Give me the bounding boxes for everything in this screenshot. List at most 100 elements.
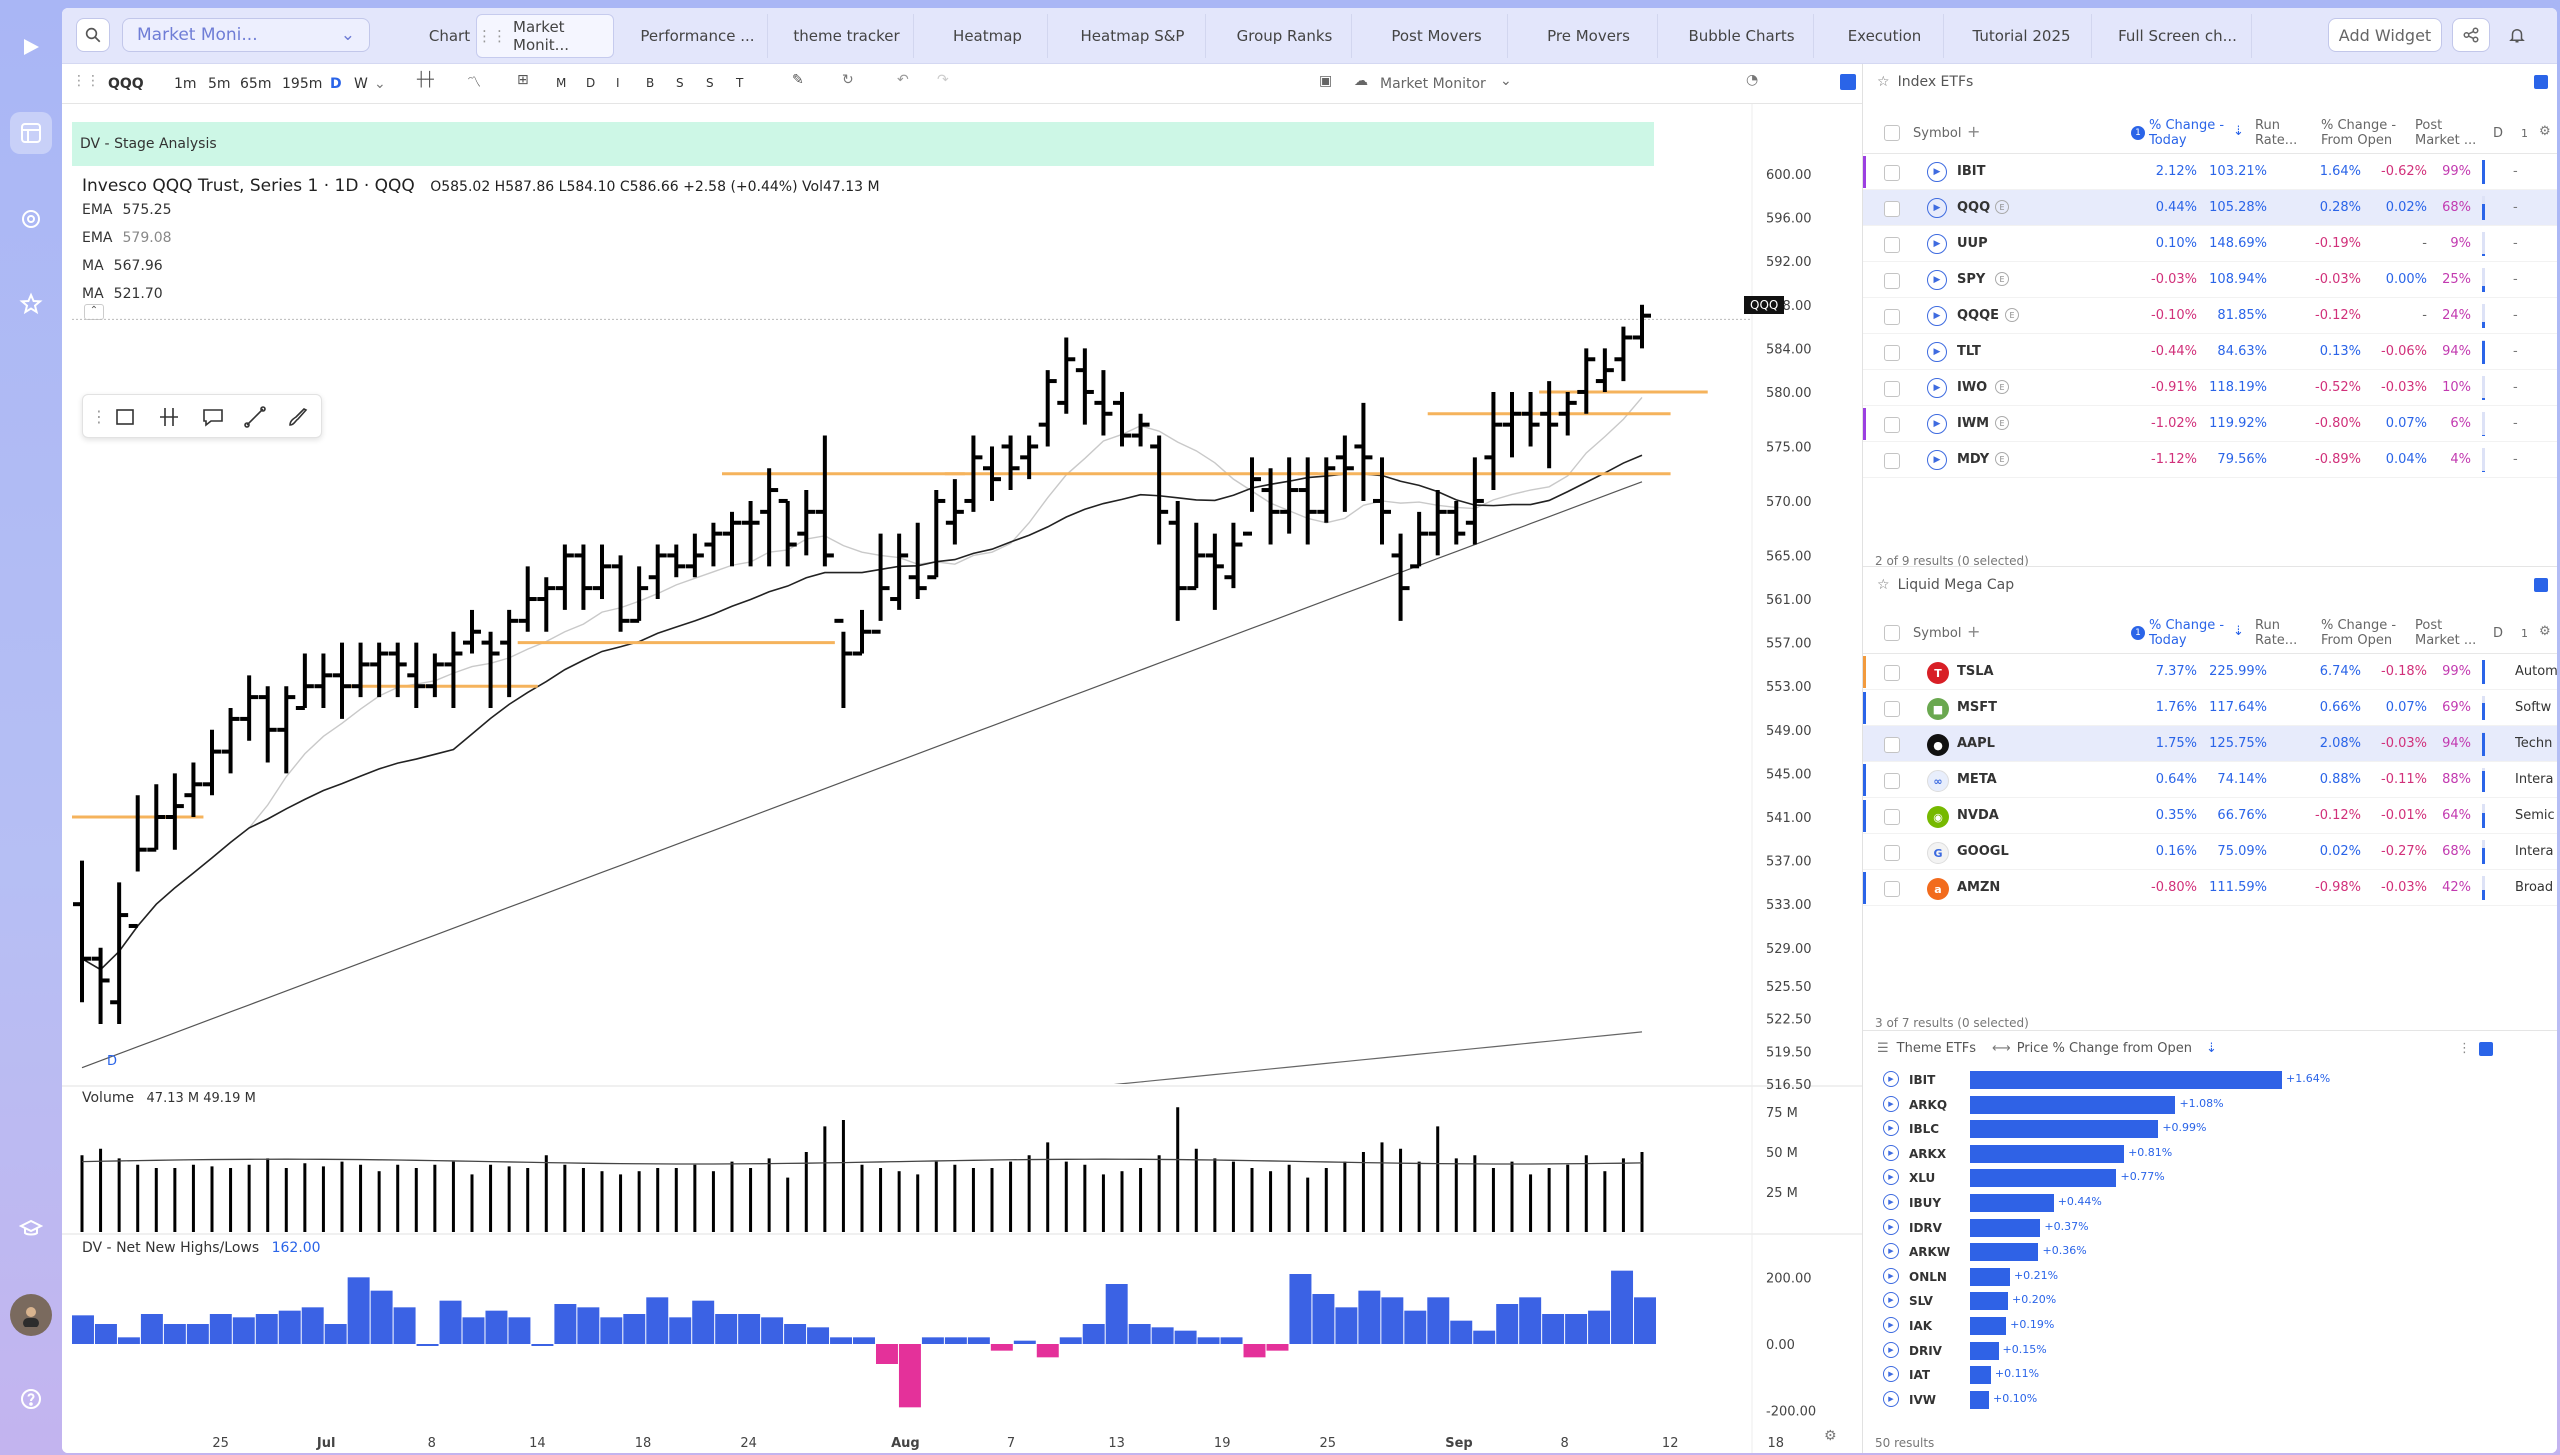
row-checkbox[interactable]: [1884, 701, 1900, 717]
table-row[interactable]: a AMZN -0.80% 111.59% -0.98% -0.03% 42% Broad: [1863, 870, 2557, 906]
layout-name[interactable]: Market Monitor: [1380, 76, 1486, 92]
play-icon[interactable]: ▶: [1927, 234, 1947, 254]
interval-W[interactable]: W: [354, 76, 368, 92]
change-today-column-header[interactable]: % Change - Today: [2149, 618, 2225, 648]
sort-desc-icon[interactable]: ⇣: [2233, 624, 2244, 639]
theme-metric[interactable]: Price % Change from Open: [2016, 1041, 2193, 1056]
table-row[interactable]: ▶ IWO E -0.91% 118.19% -0.52% -0.03% 10% -: [1863, 370, 2557, 406]
play-icon[interactable]: ▶: [1927, 162, 1947, 182]
table-row[interactable]: T TSLA 7.37% 225.99% 6.74% -0.18% 99% Autom: [1863, 654, 2557, 690]
alarm-icon[interactable]: ◔: [1746, 72, 1759, 88]
price-range-tool-icon[interactable]: [157, 405, 181, 429]
interval-65m[interactable]: 65m: [240, 76, 272, 92]
theme-etf-row[interactable]: ▶ IBUY +0.44%: [1863, 1191, 2543, 1215]
row-checkbox[interactable]: [1884, 881, 1900, 897]
tab-bubble-charts[interactable]: Bubble Charts: [1670, 14, 1814, 58]
redo-icon[interactable]: ↷: [937, 72, 949, 88]
star-icon[interactable]: ☆: [1877, 74, 1890, 90]
symbol-cell[interactable]: QQQ: [1957, 200, 1991, 215]
select-all-checkbox[interactable]: [1884, 625, 1900, 641]
change-from-open-column-header[interactable]: % Change - From Open: [2321, 618, 2397, 648]
drag-handle-icon[interactable]: ⋮⋮: [477, 27, 507, 45]
tab-heatmap-s-p[interactable]: Heatmap S&P: [1060, 14, 1206, 58]
tab-full-screen-ch[interactable]: Full Screen ch...: [2104, 14, 2252, 58]
add-widget-button[interactable]: Add Widget: [2328, 18, 2442, 52]
change-from-open-column-header[interactable]: % Change - From Open: [2321, 118, 2397, 148]
play-icon[interactable]: ▶: [1883, 1267, 1899, 1284]
theme-etf-row[interactable]: ▶ IBIT +1.64%: [1863, 1068, 2543, 1092]
target-icon[interactable]: [10, 198, 52, 240]
theme-etf-row[interactable]: ▶ DRIV +0.15%: [1863, 1339, 2543, 1363]
post-market-column-header[interactable]: Post Market ...: [2415, 118, 2477, 148]
undo-icon[interactable]: ↶: [897, 72, 909, 88]
symbol-cell[interactable]: QQQE: [1957, 308, 2000, 323]
pencil-icon[interactable]: ✎: [792, 72, 804, 88]
play-icon[interactable]: ▶: [1927, 378, 1947, 398]
row-checkbox[interactable]: [1884, 345, 1900, 361]
avatar[interactable]: [10, 1294, 52, 1336]
d-column-header[interactable]: D: [2493, 126, 2504, 141]
add-symbol-icon[interactable]: +: [1967, 622, 1981, 641]
drag-handle-icon[interactable]: ⋮: [91, 407, 107, 426]
play-icon[interactable]: ▶: [1927, 198, 1947, 218]
tab-execution[interactable]: Execution: [1826, 14, 1944, 58]
play-icon[interactable]: ▶: [1883, 1390, 1899, 1407]
panel-color-chip[interactable]: [2479, 1042, 2493, 1056]
theme-etf-row[interactable]: ▶ ARKX +0.81%: [1863, 1142, 2543, 1166]
change-today-column-header[interactable]: % Change - Today: [2149, 118, 2225, 148]
symbol-cell[interactable]: IBIT: [1957, 164, 1986, 179]
panel-color-chip[interactable]: [2534, 75, 2548, 89]
play-icon[interactable]: ▶: [1883, 1317, 1899, 1333]
run-rate-column-header[interactable]: Run Rate...: [2255, 118, 2298, 148]
table-row[interactable]: ∞ META 0.64% 74.14% 0.88% -0.11% 88% Intera: [1863, 762, 2557, 798]
table-row[interactable]: ▶ IWM E -1.02% 119.92% -0.80% 0.07% 6% -: [1863, 406, 2557, 442]
sort-icon[interactable]: ⇣: [2206, 1041, 2217, 1056]
table-settings-icon[interactable]: ⚙: [2539, 124, 2551, 139]
row-checkbox[interactable]: [1884, 273, 1900, 289]
dashboard-icon[interactable]: [10, 112, 52, 154]
symbol-cell[interactable]: IWO: [1957, 380, 1988, 395]
table-row[interactable]: G GOOGL 0.16% 75.09% 0.02% -0.27% 68% Intera: [1863, 834, 2557, 870]
symbol-cell[interactable]: GOOGL: [1957, 844, 2009, 859]
symbol-cell[interactable]: NVDA: [1957, 808, 1999, 823]
color-chip[interactable]: [1840, 74, 1856, 90]
symbol-column-header[interactable]: Symbol: [1913, 626, 1962, 641]
tab-market-monit[interactable]: ⋮⋮ Market Monit...: [476, 14, 614, 58]
play-icon[interactable]: ▶: [1883, 1292, 1899, 1309]
layout-select[interactable]: Market Moni... ⌄: [122, 18, 370, 52]
symbol-field[interactable]: QQQ: [108, 76, 144, 92]
table-row[interactable]: ◉ NVDA 0.35% 66.76% -0.12% -0.01% 64% Semic: [1863, 798, 2557, 834]
theme-etf-row[interactable]: ▶ ARKW +0.36%: [1863, 1240, 2543, 1264]
table-row[interactable]: ● AAPL 1.75% 125.75% 2.08% -0.03% 94% Techn: [1863, 726, 2557, 762]
add-symbol-icon[interactable]: +: [1967, 122, 1981, 141]
symbol-cell[interactable]: AMZN: [1957, 880, 2001, 895]
table-row[interactable]: ▶ SPY E -0.03% 108.94% -0.03% 0.00% 25% -: [1863, 262, 2557, 298]
symbol-cell[interactable]: AAPL: [1957, 736, 1995, 751]
tab-post-movers[interactable]: Post Movers: [1366, 14, 1508, 58]
theme-etf-row[interactable]: ▶ IVW +0.10%: [1863, 1388, 2543, 1412]
graduation-cap-icon[interactable]: [10, 1208, 52, 1250]
star-icon[interactable]: [10, 283, 52, 325]
row-checkbox[interactable]: [1884, 417, 1900, 433]
post-market-column-header[interactable]: Post Market ...: [2415, 618, 2477, 648]
refresh-icon[interactable]: ↻: [842, 72, 854, 88]
row-checkbox[interactable]: [1884, 845, 1900, 861]
symbol-cell[interactable]: MDY: [1957, 452, 1990, 467]
table-row[interactable]: ▶ IBIT 2.12% 103.21% 1.64% -0.62% 99% -: [1863, 154, 2557, 190]
symbol-column-header[interactable]: Symbol: [1913, 126, 1962, 141]
interval-1m[interactable]: 1m: [174, 76, 197, 92]
tab-performance[interactable]: Performance ...: [628, 14, 768, 58]
play-icon[interactable]: ▶: [1883, 1120, 1899, 1137]
interval-chevron-icon[interactable]: ⌄: [374, 76, 386, 92]
theme-etf-row[interactable]: ▶ ARKQ +1.08%: [1863, 1093, 2543, 1117]
table-row[interactable]: ■ MSFT 1.76% 117.64% 0.66% 0.07% 69% Softw: [1863, 690, 2557, 726]
play-icon[interactable]: ▶: [1883, 1071, 1899, 1087]
play-icon[interactable]: ▶: [1927, 270, 1947, 290]
toolbar-letter-button[interactable]: S: [676, 76, 684, 90]
toolbar-letter-button[interactable]: S: [706, 76, 714, 90]
search-button[interactable]: [76, 18, 110, 52]
table-row[interactable]: ▶ TLT -0.44% 84.63% 0.13% -0.06% 94% -: [1863, 334, 2557, 370]
tab-pre-movers[interactable]: Pre Movers: [1520, 14, 1658, 58]
more-icon[interactable]: ⋮: [2458, 1041, 2471, 1056]
row-checkbox[interactable]: [1884, 737, 1900, 753]
